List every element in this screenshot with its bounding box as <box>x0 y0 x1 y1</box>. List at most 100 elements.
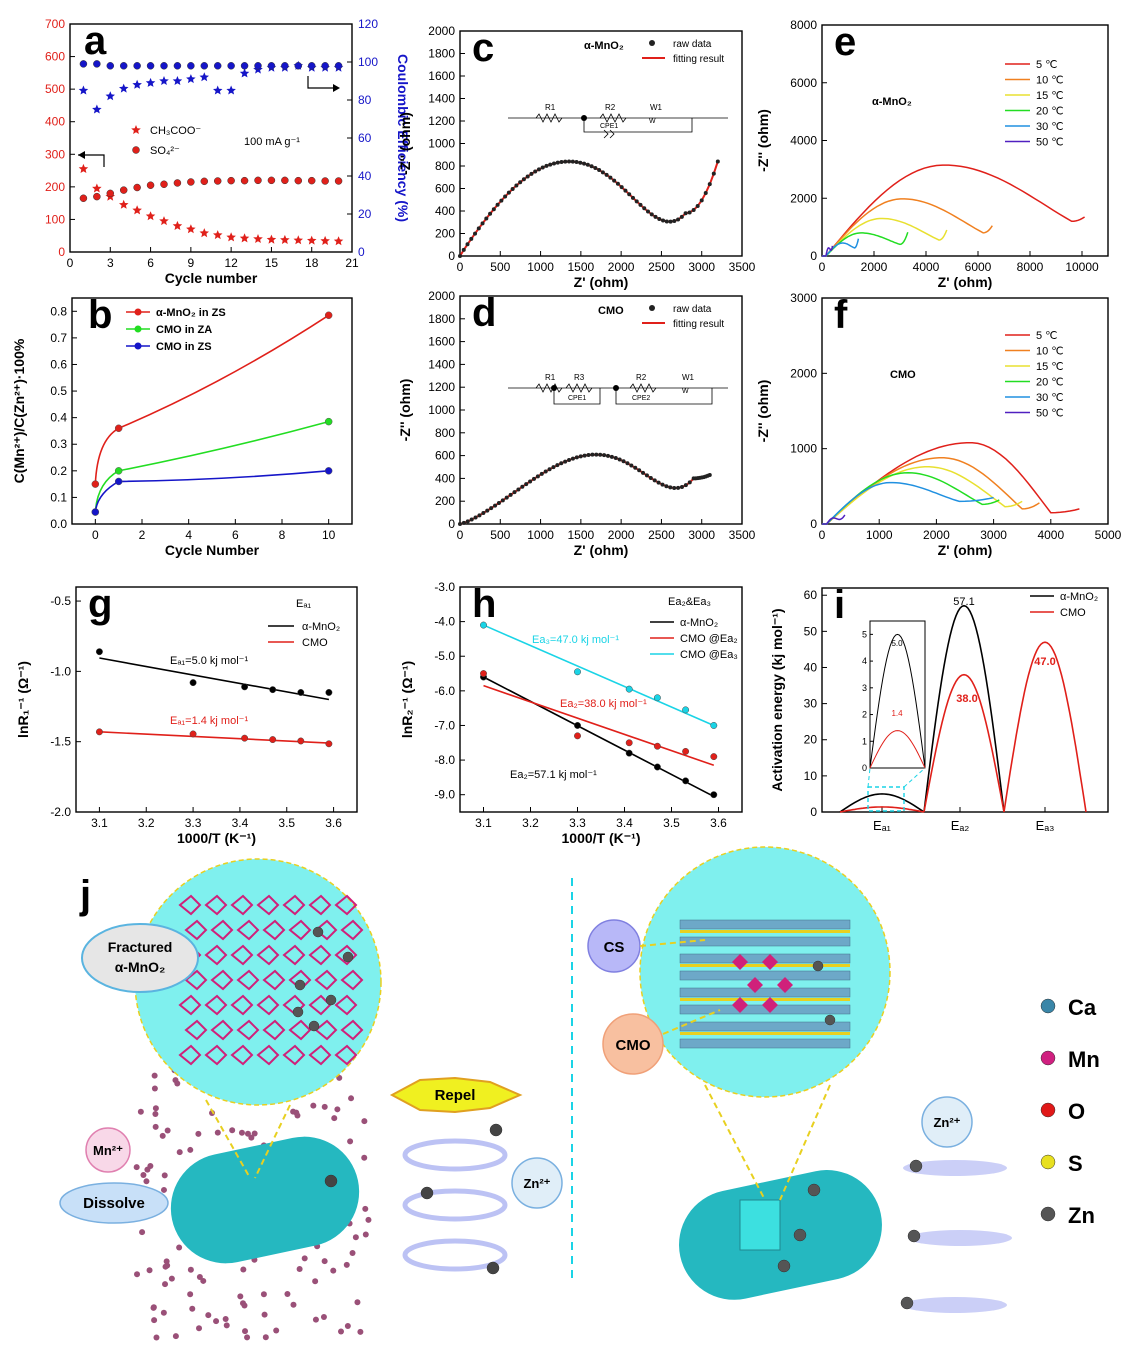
badge-repel-label: Repel <box>435 1087 476 1104</box>
x-tick-label: 0 <box>457 260 464 274</box>
data-point <box>189 730 197 738</box>
mn-ion-dot <box>223 1322 230 1329</box>
mno2-octahedra <box>314 919 338 941</box>
panel-d-frame <box>459 295 743 525</box>
data-point-ch3coo-ce <box>172 76 183 85</box>
data-point <box>682 706 690 714</box>
x-tick-label: 2500 <box>648 528 675 542</box>
mn-ion-dot <box>200 1277 207 1284</box>
x-tick-label: 4000 <box>913 260 940 274</box>
mn-ion-dot <box>365 1216 372 1223</box>
data-point-so4-capacity <box>267 176 276 185</box>
zn-ion <box>325 994 337 1006</box>
y-tick-label: 0.7 <box>50 331 67 345</box>
data-point-so4-capacity <box>294 176 303 185</box>
x-tick-label: 3.2 <box>138 816 155 830</box>
legend-label: α-MnO₂ in ZS <box>156 307 226 319</box>
y2-tick-label: 40 <box>358 169 372 183</box>
data-point-ch3coo-capacity <box>186 224 196 234</box>
data-point <box>653 763 661 771</box>
raw-data-point <box>548 162 553 167</box>
legend-label-ca: Ca <box>1068 995 1097 1020</box>
data-point <box>91 508 100 516</box>
mno2-octahedra <box>178 894 202 916</box>
curve-alpha-ea2 <box>923 604 1005 813</box>
mno2-octahedra <box>340 1019 364 1041</box>
data-point-ch3coo-ce <box>132 79 142 89</box>
mno2-octahedra <box>204 994 228 1016</box>
legend-label: CMO <box>302 637 328 649</box>
x-tick-label: 2000 <box>608 260 635 274</box>
x-tick-label: Eₐ₃ <box>1036 818 1055 833</box>
mn-ion-dot <box>196 1273 203 1280</box>
mn-ion-dot <box>344 1322 351 1329</box>
y-tick-label: 2000 <box>790 191 817 205</box>
raw-data-point <box>623 188 628 193</box>
zn-ion <box>489 1123 503 1137</box>
raw-data-point <box>589 164 594 169</box>
data-point-ch3coo-ce <box>119 83 129 93</box>
panel-g-xlabel: 1000/T (K⁻¹) <box>177 830 256 846</box>
raw-data-point <box>638 202 643 207</box>
y-tick-label: 40 <box>804 660 818 674</box>
raw-data-point <box>520 484 525 489</box>
y-tick-label: -4.0 <box>434 615 455 629</box>
zn-ion <box>312 926 324 938</box>
mn-ion-dot <box>237 1293 244 1300</box>
raw-data-point <box>493 503 498 508</box>
zn-ion <box>777 1259 791 1273</box>
data-point-ch3coo-capacity <box>266 234 277 244</box>
capsule-alpha-mno2 <box>170 1136 360 1264</box>
data-point-so4-ce <box>294 62 303 70</box>
raw-data-point <box>615 181 620 186</box>
data-point <box>269 736 277 744</box>
x-tick-label: 0 <box>67 256 74 270</box>
panel-f-frame <box>821 297 1109 525</box>
y2-tick-label: 60 <box>358 131 372 145</box>
legend-label: α-MnO₂ <box>1060 591 1098 603</box>
series-line <box>822 466 1023 525</box>
legend-marker-so4 <box>132 146 140 154</box>
mno2-octahedra <box>282 894 306 916</box>
raw-data-point <box>676 217 681 222</box>
panel-f-ylabel: -Z'' (ohm) <box>755 380 771 443</box>
inset-tick-label: 5 <box>862 629 867 639</box>
mno2-octahedra <box>204 1044 228 1066</box>
mno2-octahedra <box>178 1044 202 1066</box>
data-point-ch3coo-capacity <box>293 235 303 245</box>
y-tick-label: 600 <box>435 182 455 196</box>
data-point <box>114 477 123 486</box>
data-point-ch3coo-ce <box>239 68 250 78</box>
mn-ion-dot <box>144 1166 151 1173</box>
y-tick-label: 600 <box>45 50 65 64</box>
curve-cmo-ea3 <box>1003 641 1087 813</box>
mno2-octahedra <box>256 994 280 1016</box>
data-point-ch3coo-capacity <box>78 163 89 173</box>
legend-label: 20 ℃ <box>1036 106 1064 118</box>
x-tick-label: 6000 <box>965 260 992 274</box>
mno2-octahedra <box>262 969 286 991</box>
mno2-octahedra <box>334 1044 358 1066</box>
raw-data-point <box>679 214 684 219</box>
mn-octahedron <box>762 954 778 970</box>
mno2-octahedra <box>230 944 254 966</box>
y-tick-label: -9.0 <box>434 788 455 802</box>
repel-arc <box>402 1238 508 1272</box>
x-tick-label: 12 <box>224 256 238 270</box>
cmo-layer <box>679 936 851 947</box>
raw-data-point <box>461 520 466 525</box>
data-point-ch3coo-capacity <box>253 234 263 243</box>
raw-data-point <box>668 219 673 224</box>
panel-h-frame <box>459 586 743 813</box>
mn-ion-dot <box>152 1123 159 1130</box>
raw-data-point <box>585 162 590 167</box>
mno2-octahedra <box>334 894 358 916</box>
badge-fractured-line2: α-MnO₂ <box>115 959 166 975</box>
y-tick-label: 0.0 <box>50 517 67 531</box>
mn-ion-dot <box>172 1333 179 1340</box>
mn-ion-dot <box>159 1132 166 1139</box>
mn-ion-dot <box>176 1149 183 1156</box>
raw-data-point <box>529 171 534 176</box>
badge-cmo-label: CMO <box>616 1037 651 1054</box>
resistor <box>629 383 657 393</box>
